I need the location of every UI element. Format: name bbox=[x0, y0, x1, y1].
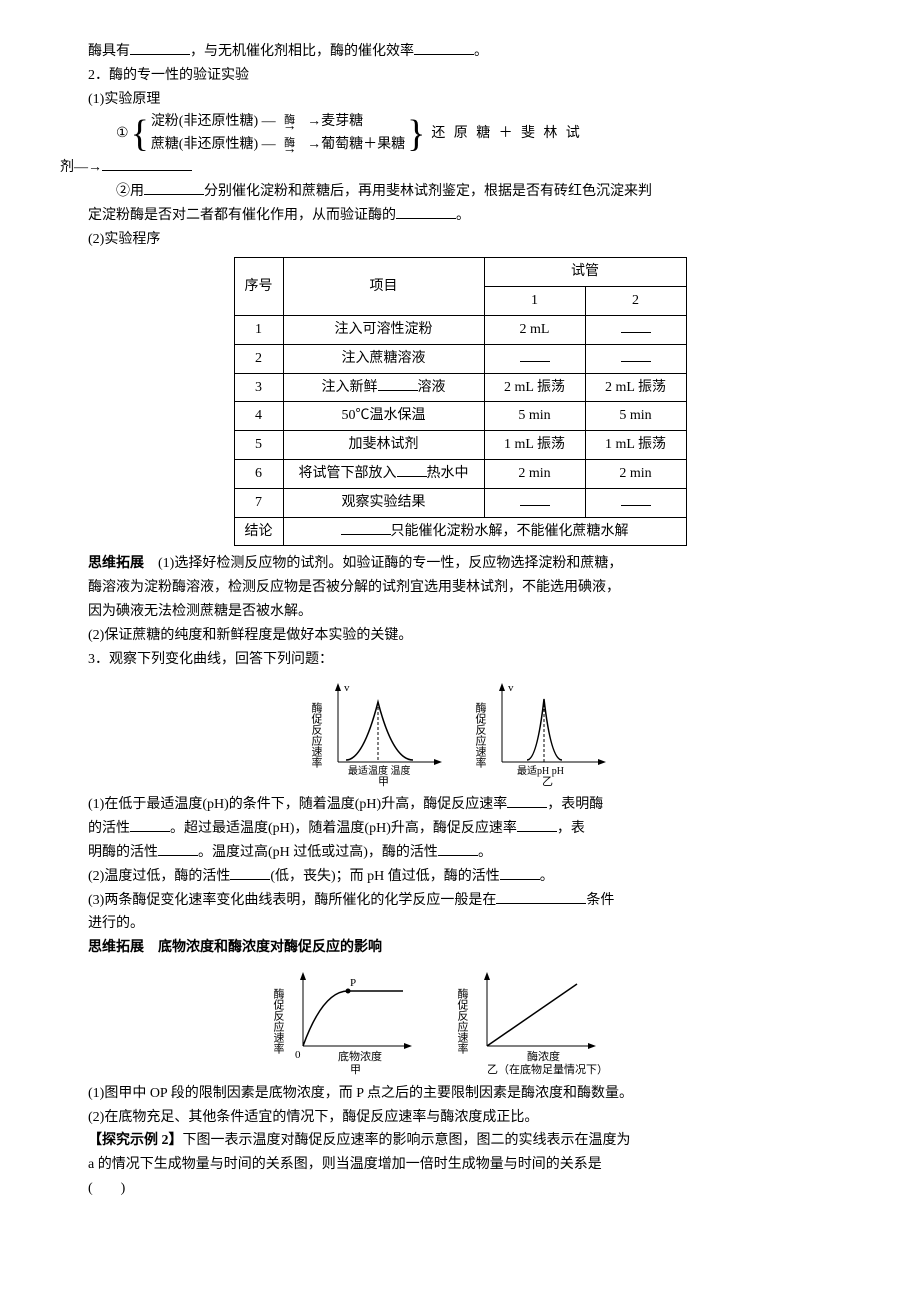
ex-title: 【探究示例 2】 bbox=[88, 1133, 183, 1148]
arrow-icon: 酶 bbox=[276, 138, 304, 152]
svg-text:最适pH pH: 最适pH pH bbox=[517, 765, 564, 777]
blank bbox=[102, 156, 192, 171]
col-tube: 试管 bbox=[484, 258, 686, 287]
q1: (1)在低于最适温度(pH)的条件下，随着温度(pH)升高，酶促反应速率，表明酶 bbox=[60, 793, 860, 817]
v-label: v bbox=[344, 682, 350, 694]
table-row: 7 观察实验结果 bbox=[234, 488, 686, 517]
table-row: 4 50℃温水保温 5 min 5 min bbox=[234, 402, 686, 431]
svg-text:v: v bbox=[508, 682, 514, 694]
brace-lines: 淀粉(非还原性糖) —酶 →麦芽糖 蔗糖(非还原性糖) —酶 →葡萄糖＋果糖 bbox=[151, 111, 405, 156]
num: ① bbox=[116, 122, 129, 146]
blank bbox=[507, 793, 547, 808]
svg-text:乙（在底物足量情况下）: 乙（在底物足量情况下） bbox=[487, 1062, 608, 1076]
chart-temp: v 酶促反应速率 最适温度 温度 甲 bbox=[308, 677, 448, 787]
figure-1: v 酶促反应速率 最适温度 温度 甲 v 酶促反应速率 最适pH pH 乙 bbox=[60, 677, 860, 787]
ext1-l3: 因为碘液无法检测蔗糖是否被水解。 bbox=[60, 600, 860, 624]
brace-right-icon: } bbox=[407, 115, 425, 153]
example-2c: ( ) bbox=[60, 1177, 860, 1201]
blank bbox=[621, 319, 651, 333]
text: ，与无机催化剂相比，酶的催化效率 bbox=[190, 44, 414, 59]
blank bbox=[397, 463, 427, 477]
blank bbox=[496, 889, 586, 904]
col-tube2: 2 bbox=[585, 287, 686, 316]
q2: (2)温度过低，酶的活性(低，丧失)；而 pH 值过低，酶的活性。 bbox=[60, 865, 860, 889]
table-conclusion-row: 结论 只能催化淀粉水解，不能催化蔗糖水解 bbox=[234, 517, 686, 546]
blank bbox=[517, 817, 557, 832]
blank bbox=[414, 40, 474, 55]
blank bbox=[130, 40, 190, 55]
blank bbox=[230, 865, 270, 880]
table-row: 2 注入蔗糖溶液 bbox=[234, 344, 686, 373]
blank bbox=[396, 204, 456, 219]
blank bbox=[130, 817, 170, 832]
example-2b: a 的情况下生成物量与时间的关系图，则当温度增加一倍时生成物量与时间的关系是 bbox=[60, 1153, 860, 1177]
conclusion-2: (2)在底物充足、其他条件适宜的情况下，酶促反应速率与酶浓度成正比。 bbox=[60, 1106, 860, 1130]
blank bbox=[621, 492, 651, 506]
brace-left-icon: { bbox=[131, 115, 149, 153]
blank bbox=[144, 180, 204, 195]
svg-text:酶促反应速率: 酶促反应速率 bbox=[310, 702, 323, 769]
enzyme-catalysis-line: 酶具有 ，与无机催化剂相比，酶的催化效率 。 bbox=[60, 40, 860, 64]
svg-text:酶促反应速率: 酶促反应速率 bbox=[474, 702, 487, 769]
brace-below: 剂—→ bbox=[60, 156, 860, 180]
figure-2: P 酶促反应速率 0 底物浓度 甲 酶促反应速率 酶浓度 乙（在底物足量情况下） bbox=[60, 966, 860, 1076]
blank bbox=[520, 348, 550, 362]
chart-substrate: P 酶促反应速率 0 底物浓度 甲 bbox=[268, 966, 428, 1076]
col-seq: 序号 bbox=[234, 258, 283, 316]
table-row: 1 注入可溶性淀粉 2 mL bbox=[234, 315, 686, 344]
svg-text:乙: 乙 bbox=[542, 775, 553, 787]
svg-text:0: 0 bbox=[295, 1049, 301, 1061]
extension-2-title: 思维拓展 底物浓度和酶浓度对酶促反应的影响 bbox=[60, 936, 860, 960]
blank bbox=[621, 348, 651, 362]
table-header-row: 序号 项目 试管 bbox=[234, 258, 686, 287]
svg-text:酶浓度: 酶浓度 bbox=[527, 1049, 560, 1063]
col-tube1: 1 bbox=[484, 287, 585, 316]
blank bbox=[158, 841, 198, 856]
svg-text:底物浓度: 底物浓度 bbox=[338, 1049, 382, 1063]
arrow-icon: 酶 bbox=[276, 115, 304, 129]
text: 。 bbox=[474, 44, 488, 59]
q3: (3)两条酶促变化速率变化曲线表明，酶所催化的化学反应一般是在条件 bbox=[60, 889, 860, 913]
line2: 蔗糖(非还原性糖) —酶 →葡萄糖＋果糖 bbox=[151, 134, 405, 156]
q3b: 进行的。 bbox=[60, 912, 860, 936]
blank bbox=[378, 377, 418, 391]
q1b: 的活性。超过最适温度(pH)，随着温度(pH)升高，酶促反应速率，表 bbox=[60, 817, 860, 841]
chart-enzyme-conc: 酶促反应速率 酶浓度 乙（在底物足量情况下） bbox=[452, 966, 652, 1076]
q1c: 明酶的活性。温度过高(pH 过低或过高)，酶的活性。 bbox=[60, 841, 860, 865]
line1: 淀粉(非还原性糖) —酶 →麦芽糖 bbox=[151, 111, 405, 133]
principle-2b: 定淀粉酶是否对二者都有催化作用，从而验证酶的。 bbox=[60, 204, 860, 228]
blank bbox=[438, 841, 478, 856]
svg-text:甲: 甲 bbox=[350, 1064, 361, 1076]
table-row: 6 将试管下部放入热水中 2 min 2 min bbox=[234, 459, 686, 488]
conclusion-1: (1)图甲中 OP 段的限制因素是底物浓度，而 P 点之后的主要限制因素是酶浓度… bbox=[60, 1082, 860, 1106]
ext-title: 思维拓展 bbox=[88, 556, 144, 571]
svg-text:酶促反应速率: 酶促反应速率 bbox=[456, 988, 469, 1055]
blank bbox=[500, 865, 540, 880]
sub-procedure: (2)实验程序 bbox=[60, 228, 860, 252]
procedure-table: 序号 项目 试管 1 2 1 注入可溶性淀粉 2 mL 2 注入蔗糖溶液 3 注… bbox=[234, 257, 687, 546]
table-row: 3 注入新鲜溶液 2 mL 振荡 2 mL 振荡 bbox=[234, 373, 686, 402]
right-text: 还原糖＋斐林试 bbox=[431, 122, 588, 146]
extension-1: 思维拓展 (1)选择好检测反应物的试剂。如验证酶的专一性，反应物选择淀粉和蔗糖， bbox=[60, 552, 860, 576]
heading-specificity: 2．酶的专一性的验证实验 bbox=[60, 64, 860, 88]
col-item: 项目 bbox=[283, 258, 484, 316]
principle-2: ②用分别催化淀粉和蔗糖后，再用斐林试剂鉴定，根据是否有砖红色沉淀来判 bbox=[116, 180, 860, 204]
blank bbox=[520, 492, 550, 506]
ext1-l2: 酶溶液为淀粉酶溶液，检测反应物是否被分解的试剂宜选用斐林试剂，不能选用碘液， bbox=[60, 576, 860, 600]
svg-text:甲: 甲 bbox=[378, 776, 389, 787]
sub-principle: (1)实验原理 bbox=[60, 88, 860, 112]
q3-heading: 3．观察下列变化曲线，回答下列问题： bbox=[60, 648, 860, 672]
table-row: 5 加斐林试剂 1 mL 振荡 1 mL 振荡 bbox=[234, 431, 686, 460]
svg-text:P: P bbox=[350, 977, 356, 989]
example-2: 【探究示例 2】下图一表示温度对酶促反应速率的影响示意图，图二的实线表示在温度为 bbox=[60, 1129, 860, 1153]
blank bbox=[341, 521, 391, 535]
svg-text:酶促反应速率: 酶促反应速率 bbox=[272, 988, 285, 1055]
ext1-l4: (2)保证蔗糖的纯度和新鲜程度是做好本实验的关键。 bbox=[60, 624, 860, 648]
reaction-brace: ① { 淀粉(非还原性糖) —酶 →麦芽糖 蔗糖(非还原性糖) —酶 →葡萄糖＋… bbox=[116, 111, 860, 156]
chart-ph: v 酶促反应速率 最适pH pH 乙 bbox=[472, 677, 612, 787]
text: 酶具有 bbox=[88, 44, 130, 59]
